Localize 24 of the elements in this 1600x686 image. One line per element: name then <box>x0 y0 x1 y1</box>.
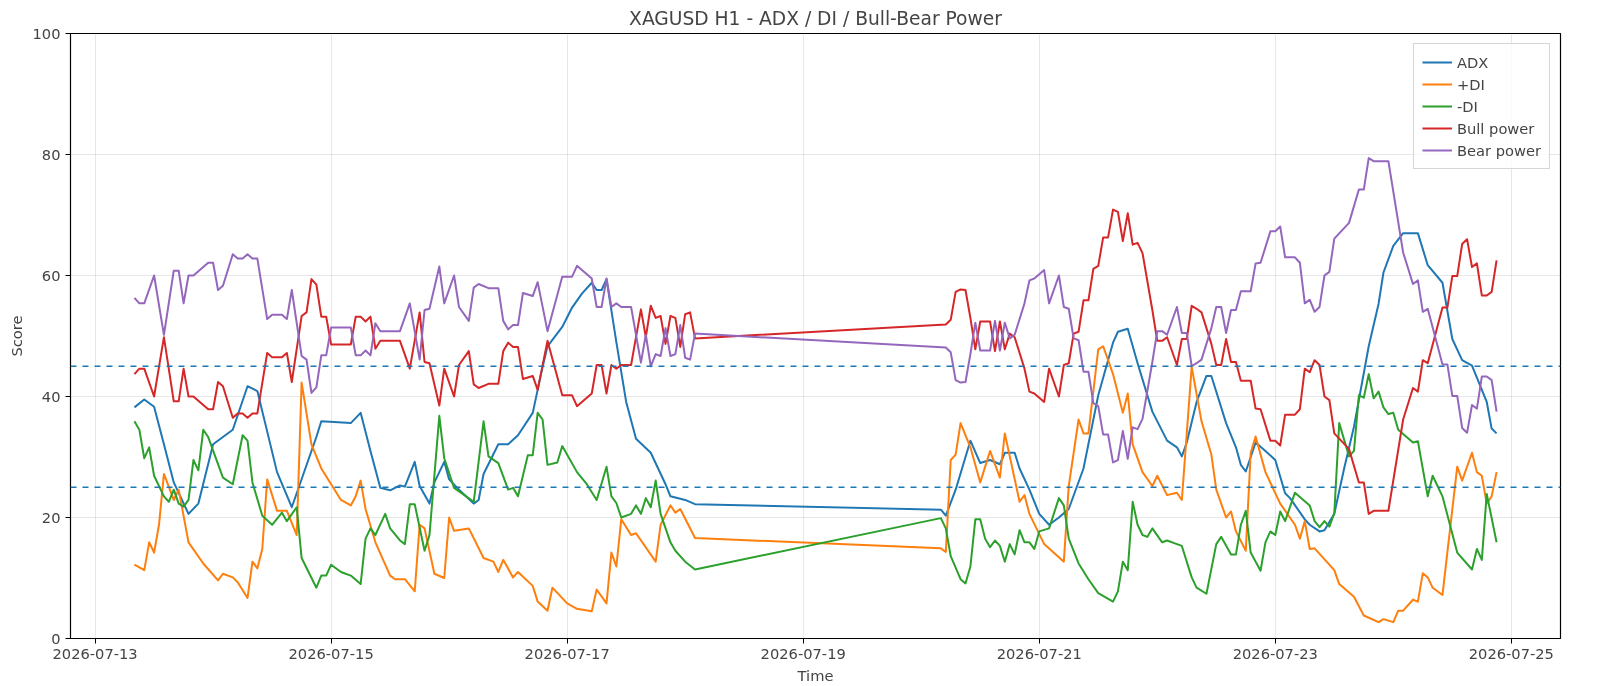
legend-label: ADX <box>1456 53 1489 71</box>
y-tick-label: 100 <box>32 24 61 42</box>
y-tick-label: 20 <box>41 508 61 526</box>
legend-label: +DI <box>1456 75 1485 93</box>
x-axis-title: Time <box>796 666 834 684</box>
x-tick-label: 2026-07-25 <box>1468 644 1554 662</box>
y-tick-label: 0 <box>51 629 61 647</box>
x-tick-label: 2026-07-17 <box>524 644 610 662</box>
y-tick-label: 60 <box>41 266 61 284</box>
y-axis-title: Score <box>7 315 25 357</box>
x-tick-label: 2026-07-21 <box>996 644 1082 662</box>
y-tick-label: 40 <box>41 387 61 405</box>
line-series <box>133 157 1498 464</box>
x-tick-label: 2026-07-13 <box>52 644 138 662</box>
legend-label: Bull power <box>1456 119 1535 137</box>
chart-title: XAGUSD H1 - ADX / DI / Bull-Bear Power <box>629 7 1003 29</box>
x-tick-label: 2026-07-19 <box>760 644 846 662</box>
line-series <box>133 345 1498 624</box>
y-tick-label: 80 <box>41 145 61 163</box>
legend-label: -DI <box>1456 97 1478 115</box>
legend-label: Bear power <box>1456 141 1541 159</box>
line-series <box>133 373 1498 603</box>
x-tick-label: 2026-07-23 <box>1232 644 1318 662</box>
x-tick-label: 2026-07-15 <box>288 644 374 662</box>
